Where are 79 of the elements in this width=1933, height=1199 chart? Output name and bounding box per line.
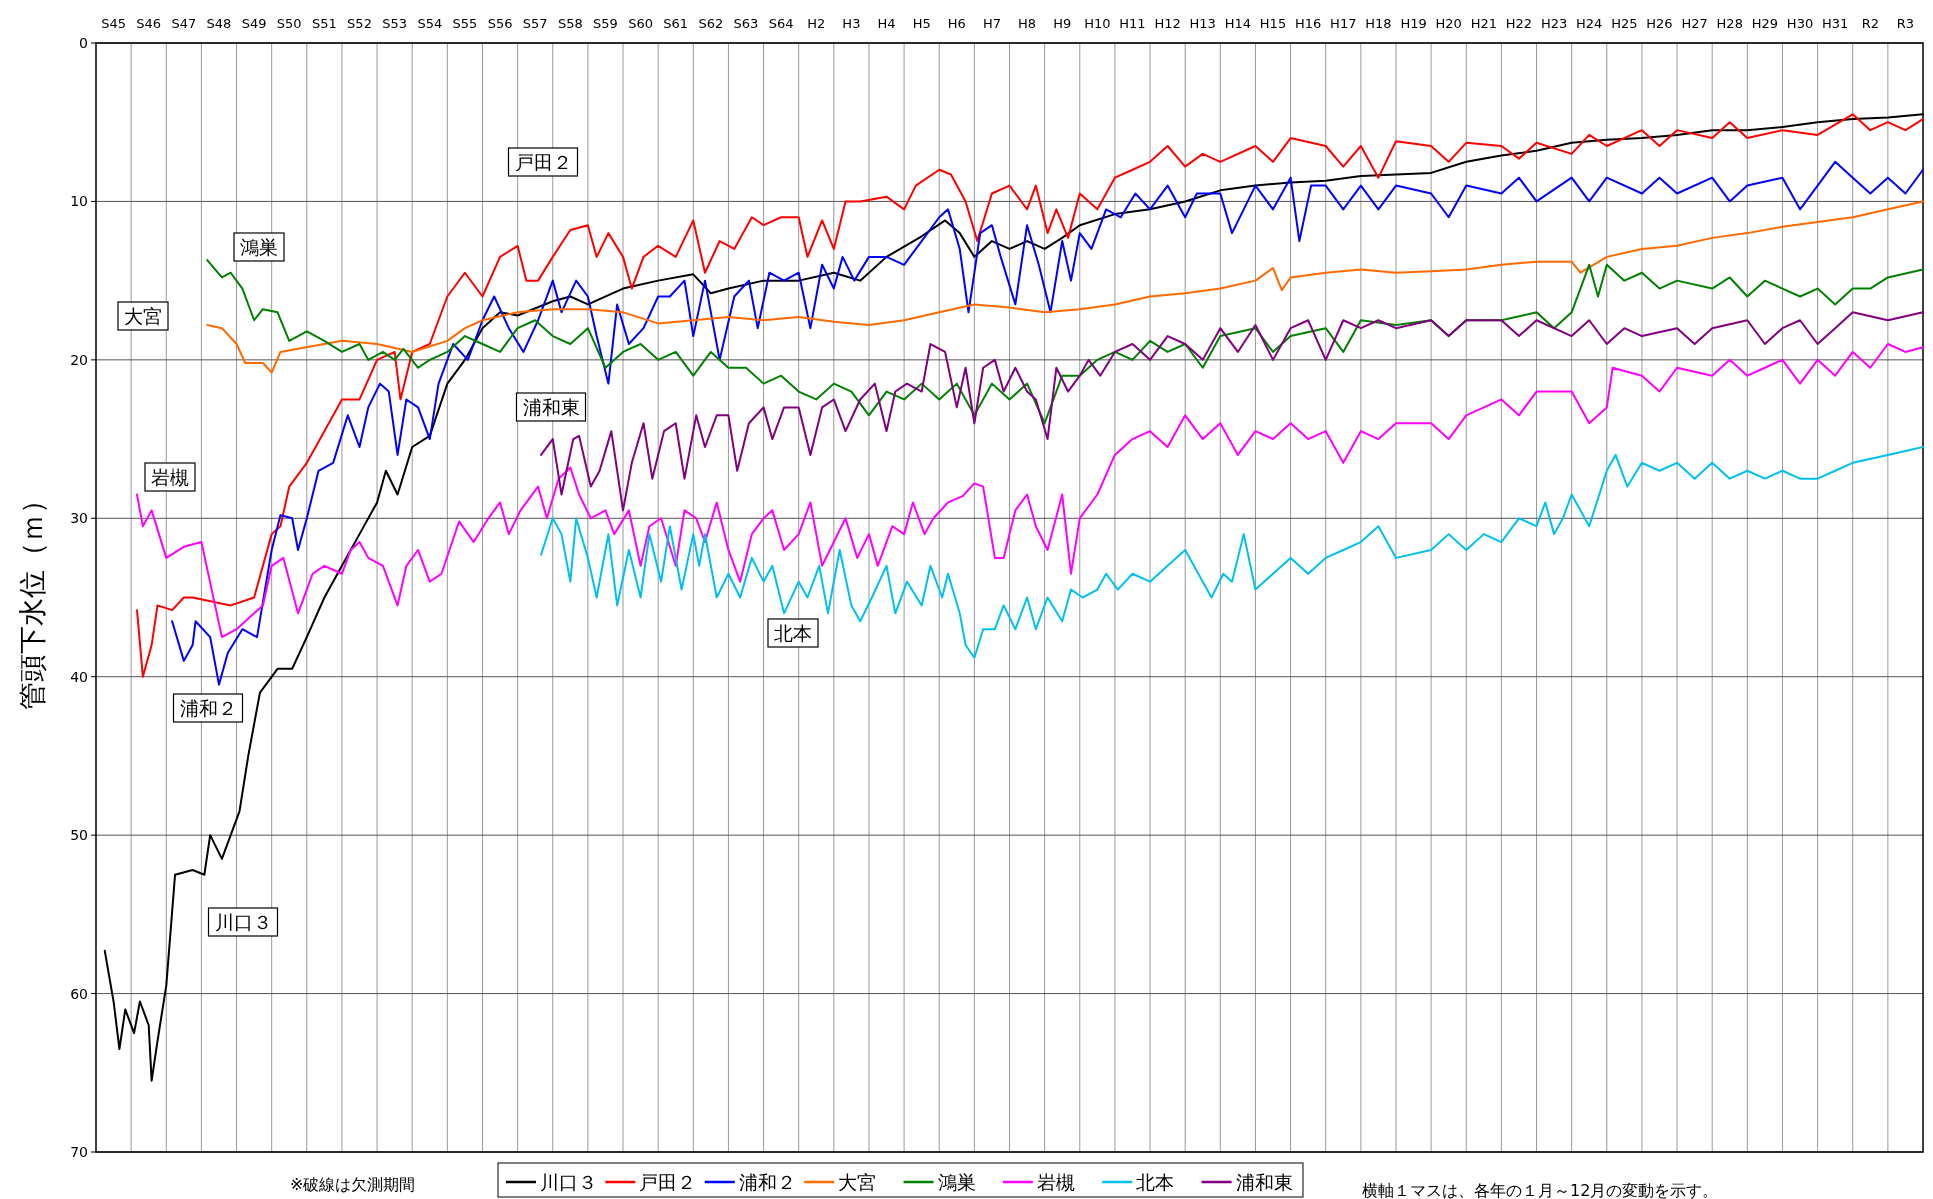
- x-tick-label: H24: [1576, 16, 1603, 31]
- annotation: 戸田２: [514, 151, 572, 173]
- x-tick-label: H17: [1330, 16, 1357, 31]
- y-tick-label: 60: [70, 985, 88, 1002]
- x-tick-label: H30: [1786, 16, 1814, 31]
- x-tick-label: S63: [733, 16, 759, 31]
- y-tick-label: 40: [70, 668, 88, 685]
- x-tick-label: S55: [452, 16, 478, 31]
- x-tick-label: S45: [101, 16, 126, 31]
- x-tick-label: H29: [1751, 16, 1779, 31]
- x-tick-label: S50: [276, 16, 302, 31]
- annotation: 大宮: [124, 305, 162, 327]
- x-tick-label: H22: [1505, 16, 1533, 31]
- legend-label: 鴻巣: [937, 1171, 976, 1193]
- x-tick-label: R3: [1896, 16, 1915, 31]
- legend-label: 浦和２: [738, 1171, 796, 1193]
- annotation: 鴻巣: [240, 236, 278, 258]
- x-tick-label: H11: [1119, 16, 1146, 31]
- x-tick-label: S57: [522, 16, 548, 31]
- x-tick-label: S58: [557, 16, 583, 31]
- x-tick-label: H8: [1018, 16, 1037, 31]
- x-tick-label: H6: [947, 16, 966, 31]
- x-tick-label: H15: [1259, 16, 1287, 31]
- x-tick-label: H5: [912, 16, 931, 31]
- x-tick-label: H10: [1084, 16, 1111, 31]
- y-tick-label: 0: [79, 35, 88, 51]
- annotation: 浦和東: [522, 396, 580, 418]
- x-tick-label: H3: [842, 16, 861, 31]
- x-tick-label: S60: [628, 16, 653, 31]
- legend-label: 岩槻: [1036, 1171, 1075, 1193]
- x-tick-label: S62: [698, 16, 724, 31]
- y-tick-label: 20: [70, 351, 88, 368]
- annotation: 北本: [774, 622, 812, 644]
- x-tick-label: S53: [382, 16, 408, 31]
- legend-label: 川口３: [540, 1171, 597, 1193]
- annotation: 岩槻: [151, 466, 189, 488]
- x-tick-label: H9: [1053, 16, 1072, 31]
- x-tick-label: H2: [807, 16, 826, 31]
- x-tick-label: H7: [982, 16, 1001, 31]
- x-tick-label: S47: [171, 16, 197, 31]
- y-tick-label: 70: [70, 1144, 88, 1160]
- x-tick-label: H12: [1154, 16, 1181, 31]
- x-tick-label: S49: [241, 16, 267, 31]
- x-tick-label: H28: [1716, 16, 1743, 31]
- x-tick-label: S59: [593, 16, 618, 31]
- legend-label: 戸田２: [639, 1171, 697, 1193]
- x-tick-label: H14: [1224, 16, 1252, 31]
- x-tick-label: S61: [663, 16, 689, 31]
- legend-label: 大宮: [838, 1171, 877, 1193]
- x-tick-label: H25: [1611, 16, 1638, 31]
- x-tick-label: S54: [417, 16, 443, 31]
- x-tick-label: S48: [206, 16, 232, 31]
- x-tick-label: H27: [1681, 16, 1708, 31]
- x-tick-label: S51: [311, 16, 337, 31]
- legend-label: 北本: [1136, 1171, 1175, 1193]
- x-tick-label: H13: [1189, 16, 1216, 31]
- x-tick-label: H26: [1646, 16, 1673, 31]
- x-tick-label: S64: [768, 16, 794, 31]
- x-tick-label: S56: [487, 16, 513, 31]
- x-tick-label: S46: [136, 16, 162, 31]
- x-tick-label: H18: [1365, 16, 1392, 31]
- x-tick-label: H16: [1294, 16, 1322, 31]
- x-tick-label: H21: [1470, 16, 1497, 31]
- y-tick-label: 30: [70, 510, 88, 527]
- x-tick-label: H31: [1822, 16, 1849, 31]
- text: ※破線は欠測期間: [290, 1175, 416, 1194]
- y-axis-title: 管頭下水位（ｍ）: [16, 485, 49, 710]
- y-tick-label: 50: [70, 827, 88, 844]
- x-tick-label: R2: [1861, 16, 1879, 31]
- x-tick-label: S52: [347, 16, 372, 31]
- x-tick-label: H23: [1540, 16, 1568, 31]
- legend-label: 浦和東: [1235, 1171, 1293, 1193]
- x-tick-label: H19: [1400, 16, 1427, 31]
- x-tick-label: H20: [1435, 16, 1462, 31]
- annotation: 川口３: [214, 911, 272, 933]
- annotation: 浦和２: [179, 697, 237, 719]
- text: 横軸１マスは、各年の１月～12月の変動を示す。: [1362, 1181, 1719, 1199]
- y-tick-label: 10: [70, 193, 88, 210]
- x-tick-label: H4: [877, 16, 896, 31]
